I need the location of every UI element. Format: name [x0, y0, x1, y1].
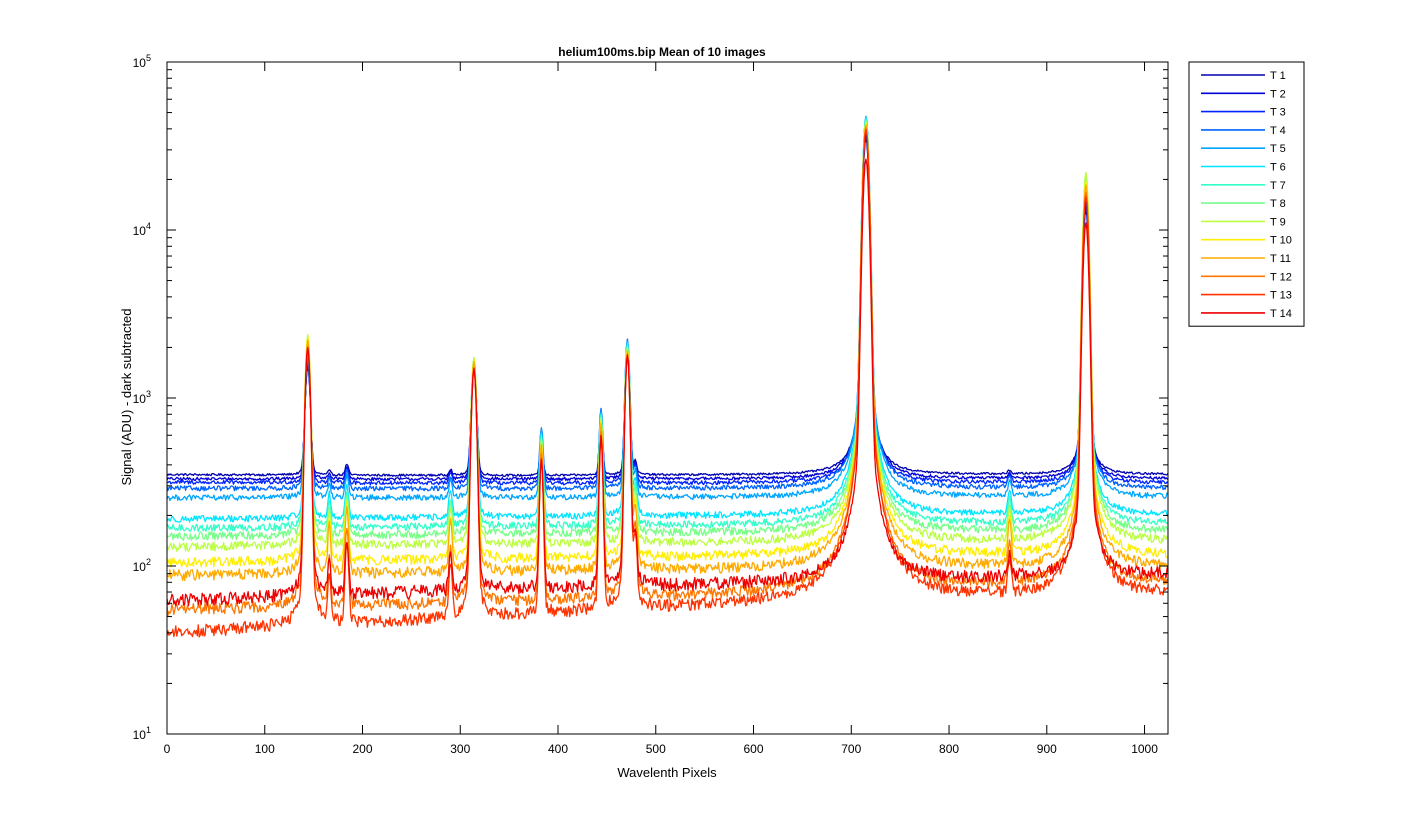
legend-label: T 5 — [1270, 143, 1286, 155]
x-tick-label: 100 — [255, 742, 275, 756]
x-tick-label: 0 — [164, 742, 171, 756]
x-tick-label: 1000 — [1131, 742, 1158, 756]
series-lines — [167, 115, 1168, 638]
x-tick-label: 500 — [646, 742, 666, 756]
series-line-t3 — [167, 130, 1168, 486]
legend-label: T 4 — [1270, 125, 1286, 137]
series-line-t8 — [167, 119, 1168, 541]
y-axis-label: Signal (ADU) - dark subtracted — [119, 308, 134, 485]
series-line-t2 — [167, 133, 1168, 482]
series-line-t10 — [167, 122, 1168, 568]
legend-label: T 2 — [1270, 88, 1286, 100]
legend: T 1 T 2 T 3 T 4 T 5 T 6 T 7 T 8 T 9 T 10 T 11 T 12 T… — [1188, 61, 1305, 327]
series-line-t13 — [167, 128, 1168, 638]
legend-label: T 1 — [1270, 70, 1286, 82]
x-tick-label: 700 — [841, 742, 861, 756]
x-tick-label: 600 — [744, 742, 764, 756]
legend-box — [1188, 61, 1305, 327]
x-tick-label: 800 — [939, 742, 959, 756]
x-tick-label: 200 — [352, 742, 372, 756]
plot-area — [167, 115, 1168, 638]
legend-label: T 8 — [1270, 198, 1286, 210]
series-line-t14 — [167, 158, 1168, 607]
series-line-t6 — [167, 116, 1168, 523]
x-tick-label: 400 — [548, 742, 568, 756]
series-line-t11 — [167, 124, 1168, 582]
chart-title: helium100ms.bip Mean of 10 images — [558, 45, 766, 59]
legend-label: T 14 — [1270, 308, 1292, 320]
series-line-t5 — [167, 115, 1168, 502]
legend-label: T 7 — [1270, 180, 1286, 192]
x-axis-label: Wavelenth Pixels — [617, 765, 717, 780]
series-line-t7 — [167, 118, 1168, 533]
legend-label: T 11 — [1270, 253, 1291, 265]
legend-label: T 3 — [1270, 107, 1286, 119]
legend-label: T 13 — [1270, 290, 1292, 302]
legend-label: T 12 — [1270, 271, 1292, 283]
legend-label: T 10 — [1270, 235, 1292, 247]
series-line-t1 — [167, 137, 1168, 477]
series-line-t9 — [167, 121, 1168, 552]
x-tick-label: 900 — [1037, 742, 1057, 756]
legend-label: T 6 — [1270, 162, 1286, 174]
legend-label: T 9 — [1270, 216, 1286, 228]
series-line-t4 — [167, 118, 1168, 492]
x-tick-label: 300 — [450, 742, 470, 756]
